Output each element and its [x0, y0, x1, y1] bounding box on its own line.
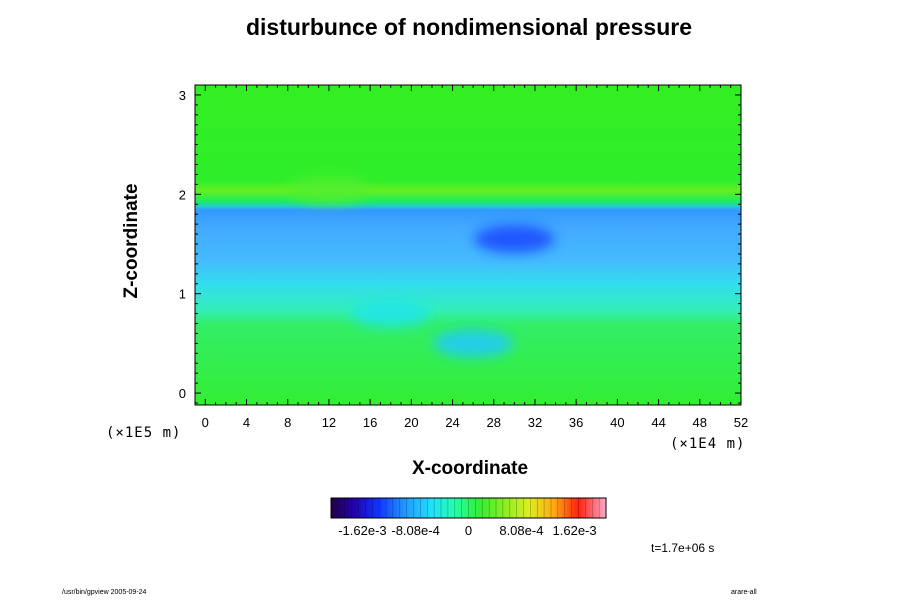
colorbar-labels: -1.62e-3 -8.08e-4 0 8.08e-4 1.62e-3 [338, 523, 596, 538]
footer-left: /usr/bin/gpview 2005-09-24 [62, 589, 147, 596]
x-tick-label: 24 [445, 415, 459, 430]
plot-frame [194, 84, 742, 406]
x-tick-label: 52 [734, 415, 748, 430]
x-axis: 0 4 8 12 16 20 24 28 32 36 40 44 48 52 [194, 85, 748, 430]
field-feature-0 [474, 225, 555, 254]
y-axis: 0 1 2 3 [179, 88, 741, 404]
x-tick-label: 40 [610, 415, 624, 430]
x-tick-label: 8 [284, 415, 291, 430]
time-label: t=1.7e+06 s [651, 541, 715, 555]
x-scale-label: (×1E4 m) [670, 436, 746, 452]
footer-right: arare-all [731, 589, 757, 596]
field-feature-3 [288, 175, 369, 204]
x-axis-label: X-coordinate [411, 458, 529, 479]
colorbar-tick-label: -8.08e-4 [391, 523, 439, 538]
y-tick-label: 0 [179, 386, 186, 401]
y-tick-label: 1 [179, 287, 186, 302]
y-tick-label: 3 [179, 88, 186, 103]
colorbar-tick-label: 0 [465, 523, 472, 538]
x-tick-label: 32 [528, 415, 542, 430]
colorbar-steps [337, 498, 600, 518]
colorbar [330, 497, 607, 519]
x-tick-label: 16 [363, 415, 377, 430]
x-tick-label: 28 [487, 415, 501, 430]
field-feature-1 [433, 329, 514, 358]
field-features [288, 175, 555, 358]
x-tick-label: 12 [322, 415, 336, 430]
colorbar-tick-label: -1.62e-3 [338, 523, 386, 538]
y-axis-label: Z-coordinate [121, 183, 142, 299]
x-tick-label: 36 [569, 415, 583, 430]
x-tick-label: 0 [202, 415, 209, 430]
field-feature-2 [350, 299, 431, 328]
colorbar-tick-label: 8.08e-4 [499, 523, 543, 538]
colorbar-tick-label: 1.62e-3 [553, 523, 597, 538]
y-scale-label: (×1E5 m) [106, 425, 182, 441]
x-tick-label: 44 [651, 415, 665, 430]
y-tick-label: 2 [179, 187, 186, 202]
x-tick-label: 4 [243, 415, 250, 430]
x-tick-label: 48 [693, 415, 707, 430]
chart-title: disturbunce of nondimensional pressure [245, 14, 692, 40]
x-tick-label: 20 [404, 415, 418, 430]
